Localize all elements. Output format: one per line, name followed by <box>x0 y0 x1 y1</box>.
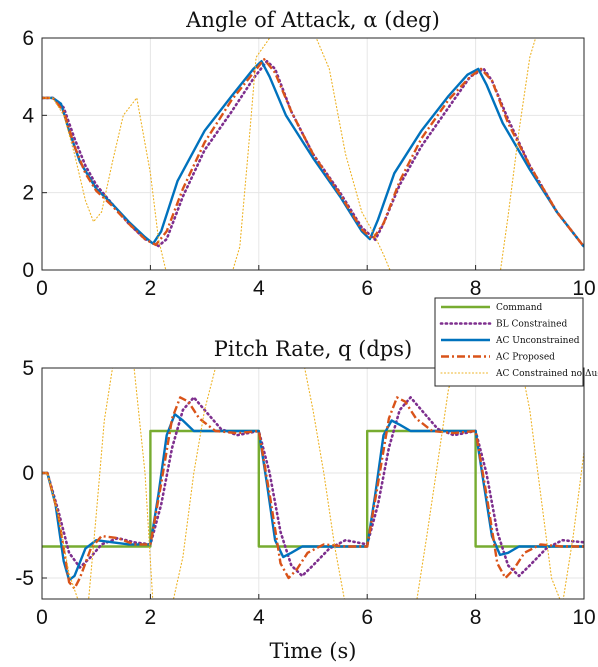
chart-title: Angle of Attack, α (deg) <box>185 8 440 32</box>
y-tick-label: 0 <box>22 259 34 282</box>
y-tick-label: 2 <box>22 182 34 205</box>
legend-box <box>434 297 584 387</box>
x-tick-label: 10 <box>572 606 595 629</box>
x-tick-label: 4 <box>253 277 265 300</box>
y-tick-label: 6 <box>22 27 34 50</box>
series-line-ac-constrained-no-u <box>42 368 584 599</box>
series-layer <box>42 38 584 270</box>
x-tick-label: 4 <box>253 606 265 629</box>
legend-entry: AC Proposed <box>495 353 555 363</box>
x-tick-labels: 0 2 4 6 8 10 <box>36 277 596 300</box>
chart-title: Pitch Rate, q (dps) <box>214 337 412 361</box>
y-tick-label: 4 <box>22 104 34 127</box>
x-tick-labels: 0 2 4 6 8 10 <box>36 606 596 629</box>
x-tick-label: 8 <box>470 277 482 300</box>
legend-entry: AC Constrained no Δu₂ <box>495 369 598 379</box>
y-tick-labels: 0 2 4 6 <box>22 27 34 282</box>
series-line-command <box>42 429 584 548</box>
x-tick-label: 10 <box>572 277 595 300</box>
series-line-ac-unconstrained <box>42 413 584 582</box>
x-tick-label: 2 <box>145 606 157 629</box>
x-tick-label: 2 <box>145 277 157 300</box>
legend-entry: AC Unconstrained <box>495 336 580 346</box>
legend-entry: BL Constrained <box>496 320 567 330</box>
x-tick-label: 8 <box>470 606 482 629</box>
x-tick-label: 6 <box>361 606 373 629</box>
series-line-ac-unconstrained <box>42 60 584 248</box>
legend-entry: Command <box>496 303 543 313</box>
series-line-ac-constrained-no-u <box>42 38 537 270</box>
y-tick-label: 0 <box>22 462 34 485</box>
x-tick-label: 6 <box>361 277 373 300</box>
plot-frame <box>41 367 585 600</box>
y-tick-label: -5 <box>15 567 34 590</box>
y-tick-labels: -5 0 5 <box>15 357 34 590</box>
x-tick-label: 0 <box>36 606 48 629</box>
x-tick-label: 0 <box>36 277 48 300</box>
x-axis-label: Time (s) <box>270 639 357 663</box>
panel-angle-of-attack: Angle of Attack, α (deg) 0 2 4 6 8 10 0 2 4 6 <box>22 8 595 300</box>
y-tick-label: 5 <box>22 357 34 380</box>
plot-frame <box>41 37 585 271</box>
panel-pitch-rate: Pitch Rate, q (dps) 0 2 4 6 8 10 -505 Time (s… <box>15 337 595 663</box>
series-layer <box>42 368 584 599</box>
series-line-ac-proposed <box>42 58 584 248</box>
legend: Command BL Constrained AC Unconstrained AC … <box>434 297 598 387</box>
series-line-ac-proposed <box>42 396 584 590</box>
